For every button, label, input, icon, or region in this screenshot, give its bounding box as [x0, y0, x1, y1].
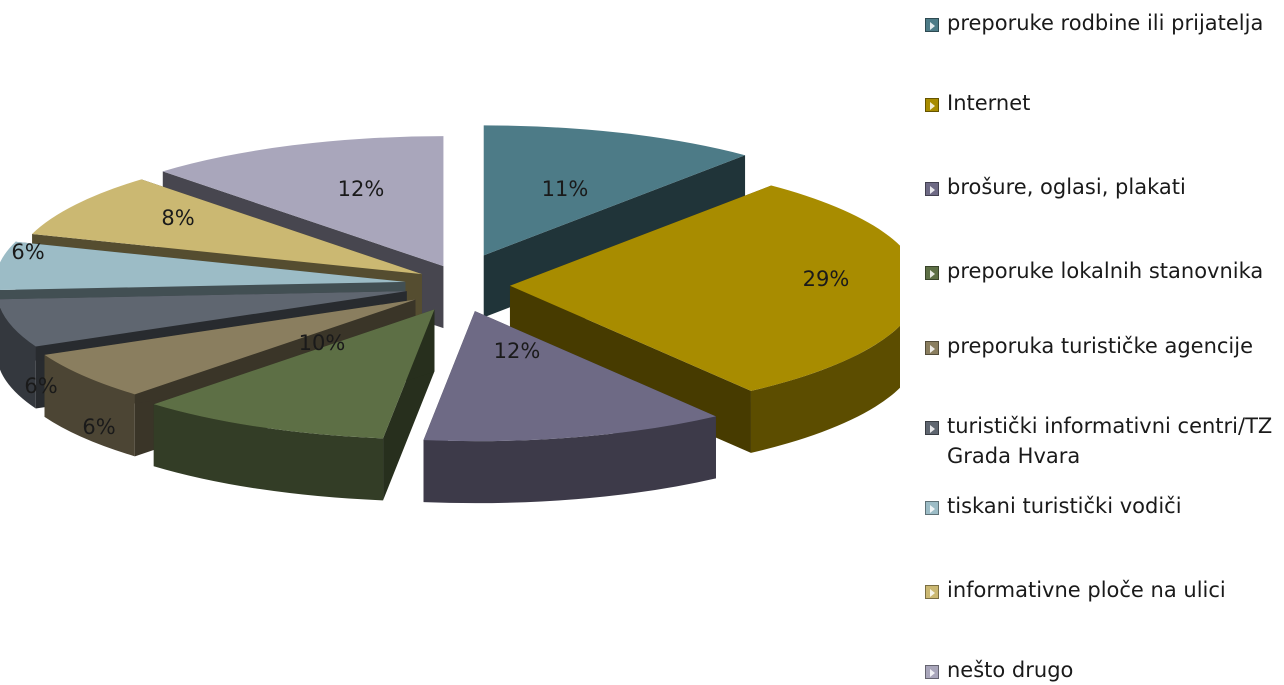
legend-label: turistički informativni centri/TZ Grada …: [947, 414, 1273, 468]
legend-label: preporuke rodbine ili prijatelja: [947, 11, 1264, 35]
pie-slice: [423, 311, 716, 442]
pie-slice: [483, 125, 746, 256]
pie-slice-rim: [750, 325, 900, 453]
pie-slice: [44, 299, 416, 395]
legend-label: tiskani turistički vodiči: [947, 494, 1182, 518]
legend-item: preporuka turističke agencije: [925, 331, 1280, 361]
pie-slice: [32, 179, 423, 275]
legend-swatch: [925, 341, 939, 355]
legend-swatch: [925, 665, 939, 679]
pie-value-labels: 11% 29% 12% 10% 6% 6% 6% 8% 12%: [11, 177, 849, 439]
legend-swatch: [925, 182, 939, 196]
pie-slice: [153, 309, 435, 439]
slice-value-label: 29%: [803, 267, 850, 291]
legend-item: nešto drugo: [925, 655, 1280, 685]
legend-label: brošure, oglasi, plakati: [947, 175, 1186, 199]
pie-slice: [0, 241, 406, 290]
pie-slice-rim: [0, 307, 36, 409]
pie-slice: [0, 291, 407, 347]
pie-slice-rim: [423, 416, 716, 504]
chart-legend: preporuke rodbine ili prijatelja Internet…: [925, 0, 1284, 682]
legend-swatch: [925, 18, 939, 32]
legend-label: nešto drugo: [947, 658, 1074, 682]
legend-swatch: [925, 266, 939, 280]
legend-label: preporuka turističke agencije: [947, 334, 1254, 358]
slice-value-label: 12%: [338, 177, 385, 201]
slice-value-label: 11%: [542, 177, 589, 201]
pie-slice-rim: [153, 404, 384, 501]
slice-value-label: 8%: [161, 206, 194, 230]
slice-value-label: 12%: [494, 339, 541, 363]
pie-chart: 11% 29% 12% 10% 6% 6% 6% 8% 12%: [0, 125, 900, 504]
legend-item: tiskani turistički vodiči: [925, 491, 1280, 521]
legend-swatch: [925, 98, 939, 112]
pie-slice: [162, 136, 444, 267]
slice-value-label: 6%: [82, 415, 115, 439]
legend-label: informativne ploče na ulici: [947, 578, 1226, 602]
legend-item: preporuke lokalnih stanovnika: [925, 256, 1280, 286]
pie-slice-tops: [0, 125, 900, 442]
legend-item: turistički informativni centri/TZ Grada …: [925, 411, 1280, 471]
pie-slice-rim: [44, 354, 135, 457]
slice-value-label: 10%: [299, 331, 346, 355]
legend-item: brošure, oglasi, plakati: [925, 172, 1280, 202]
pie-slice: [509, 185, 900, 391]
legend-label: preporuke lokalnih stanovnika: [947, 259, 1264, 283]
slice-value-label: 6%: [11, 240, 44, 264]
legend-item: informativne ploče na ulici: [925, 575, 1280, 605]
legend-swatch: [925, 585, 939, 599]
legend-swatch: [925, 501, 939, 515]
legend-item: preporuke rodbine ili prijatelja: [925, 8, 1280, 38]
legend-swatch: [925, 421, 939, 435]
legend-item: Internet: [925, 88, 1280, 118]
slice-value-label: 6%: [24, 374, 57, 398]
legend-label: Internet: [947, 91, 1031, 115]
